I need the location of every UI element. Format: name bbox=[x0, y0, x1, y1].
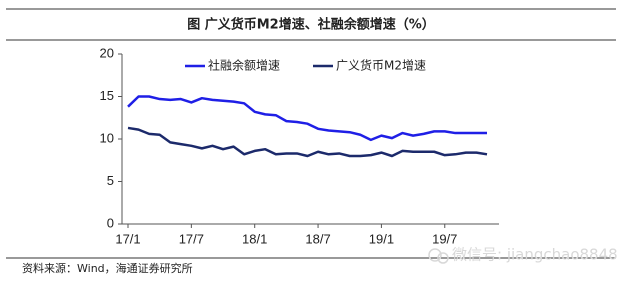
y-tick-label: 0 bbox=[107, 215, 114, 230]
legend-label: 广义货币M2增速 bbox=[336, 58, 426, 73]
wechat-icon bbox=[428, 248, 449, 264]
x-tick-label: 18/7 bbox=[305, 231, 330, 246]
y-tick-label: 5 bbox=[107, 173, 114, 188]
chart-title: 图 广义货币M2增速、社融余额增速（%） bbox=[187, 17, 435, 33]
legend-label: 社融余额增速 bbox=[208, 58, 280, 73]
x-tick-label: 18/1 bbox=[242, 231, 267, 246]
x-tick-label: 19/1 bbox=[369, 231, 394, 246]
x-tick-label: 19/7 bbox=[432, 231, 457, 246]
watermark: 微信号: jiangchao8848 bbox=[452, 246, 618, 264]
source: 资料来源：Wind，海通证券研究所 bbox=[22, 261, 193, 275]
x-tick-label: 17/7 bbox=[179, 231, 204, 246]
y-tick-label: 15 bbox=[100, 88, 114, 103]
y-tick-label: 10 bbox=[100, 130, 114, 145]
series-line bbox=[127, 126, 488, 158]
series-line bbox=[127, 95, 487, 142]
y-tick-label: 20 bbox=[100, 45, 114, 60]
x-tick-label: 17/1 bbox=[115, 231, 140, 246]
